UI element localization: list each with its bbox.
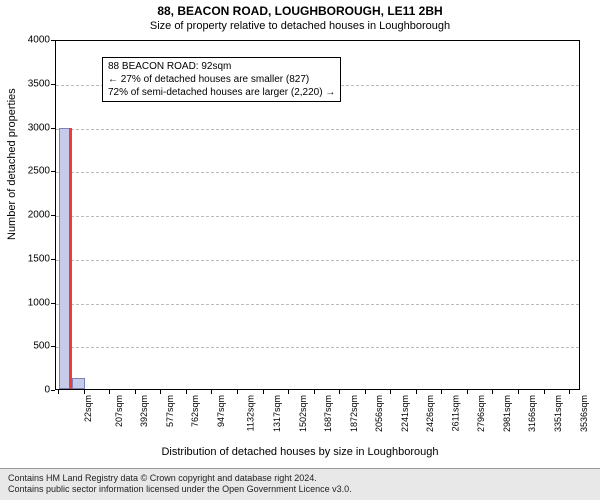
xtick-label: 1317sqm bbox=[272, 395, 282, 432]
xtick-label: 1687sqm bbox=[323, 395, 333, 432]
gridline bbox=[56, 129, 579, 130]
highlight-bar bbox=[69, 128, 72, 389]
gridline bbox=[56, 347, 579, 348]
ytick-mark bbox=[51, 40, 55, 41]
footer-line-2: Contains public sector information licen… bbox=[8, 484, 592, 496]
xtick-mark bbox=[339, 390, 340, 394]
ytick-mark bbox=[51, 259, 55, 260]
chart-container: { "title": "88, BEACON ROAD, LOUGHBOROUG… bbox=[0, 0, 600, 500]
ytick-label: 4000 bbox=[20, 35, 50, 46]
xtick-mark bbox=[58, 390, 59, 394]
xtick-mark bbox=[135, 390, 136, 394]
xtick-mark bbox=[441, 390, 442, 394]
gridline bbox=[56, 304, 579, 305]
xtick-label: 3351sqm bbox=[553, 395, 563, 432]
xtick-label: 1872sqm bbox=[349, 395, 359, 432]
ytick-label: 3000 bbox=[20, 122, 50, 133]
annotation-line: 88 BEACON ROAD: 92sqm bbox=[108, 60, 335, 73]
xtick-mark bbox=[109, 390, 110, 394]
ytick-mark bbox=[51, 303, 55, 304]
annotation-line: ← 27% of detached houses are smaller (82… bbox=[108, 73, 335, 86]
ytick-mark bbox=[51, 390, 55, 391]
footer-line-1: Contains HM Land Registry data © Crown c… bbox=[8, 473, 592, 485]
xtick-label: 762sqm bbox=[190, 395, 200, 427]
xtick-label: 3166sqm bbox=[527, 395, 537, 432]
histogram-bar bbox=[72, 378, 85, 389]
xtick-mark bbox=[467, 390, 468, 394]
xtick-label: 2796sqm bbox=[476, 395, 486, 432]
xtick-label: 207sqm bbox=[114, 395, 124, 427]
xtick-mark bbox=[518, 390, 519, 394]
xtick-mark bbox=[288, 390, 289, 394]
ytick-mark bbox=[51, 84, 55, 85]
xtick-mark bbox=[314, 390, 315, 394]
plot-frame: 88 BEACON ROAD: 92sqm← 27% of detached h… bbox=[55, 40, 580, 390]
ytick-label: 1500 bbox=[20, 253, 50, 264]
xtick-mark bbox=[160, 390, 161, 394]
ytick-mark bbox=[51, 346, 55, 347]
xtick-mark bbox=[492, 390, 493, 394]
xtick-label: 577sqm bbox=[165, 395, 175, 427]
ytick-label: 1000 bbox=[20, 297, 50, 308]
xtick-mark bbox=[569, 390, 570, 394]
xtick-label: 2241sqm bbox=[400, 395, 410, 432]
xtick-label: 22sqm bbox=[83, 395, 93, 422]
xtick-label: 2426sqm bbox=[425, 395, 435, 432]
attribution-footer: Contains HM Land Registry data © Crown c… bbox=[0, 468, 600, 500]
ytick-mark bbox=[51, 215, 55, 216]
ytick-label: 3500 bbox=[20, 78, 50, 89]
xtick-label: 1132sqm bbox=[246, 395, 256, 431]
xtick-mark bbox=[211, 390, 212, 394]
xtick-label: 2056sqm bbox=[374, 395, 384, 432]
ytick-label: 500 bbox=[20, 341, 50, 352]
plot-area: 88 BEACON ROAD: 92sqm← 27% of detached h… bbox=[55, 40, 580, 390]
xtick-label: 3536sqm bbox=[579, 395, 589, 432]
ytick-mark bbox=[51, 171, 55, 172]
xtick-label: 2981sqm bbox=[502, 395, 512, 432]
x-axis-label: Distribution of detached houses by size … bbox=[0, 446, 600, 458]
xtick-label: 947sqm bbox=[216, 395, 226, 427]
ytick-label: 2500 bbox=[20, 166, 50, 177]
gridline bbox=[56, 172, 579, 173]
xtick-mark bbox=[186, 390, 187, 394]
xtick-mark bbox=[390, 390, 391, 394]
xtick-label: 2611sqm bbox=[450, 395, 460, 431]
xtick-mark bbox=[416, 390, 417, 394]
ytick-label: 0 bbox=[20, 385, 50, 396]
chart-title: 88, BEACON ROAD, LOUGHBOROUGH, LE11 2BH bbox=[0, 4, 600, 18]
gridline bbox=[56, 216, 579, 217]
chart-subtitle: Size of property relative to detached ho… bbox=[0, 20, 600, 32]
ytick-mark bbox=[51, 128, 55, 129]
xtick-label: 1502sqm bbox=[298, 395, 308, 432]
xtick-mark bbox=[263, 390, 264, 394]
y-axis-label: Number of detached properties bbox=[6, 88, 18, 240]
ytick-label: 2000 bbox=[20, 210, 50, 221]
xtick-mark bbox=[84, 390, 85, 394]
gridline bbox=[56, 260, 579, 261]
xtick-label: 392sqm bbox=[139, 395, 149, 427]
xtick-mark bbox=[544, 390, 545, 394]
xtick-mark bbox=[237, 390, 238, 394]
xtick-mark bbox=[365, 390, 366, 394]
annotation-line: 72% of semi-detached houses are larger (… bbox=[108, 86, 335, 99]
annotation-box: 88 BEACON ROAD: 92sqm← 27% of detached h… bbox=[102, 57, 341, 102]
